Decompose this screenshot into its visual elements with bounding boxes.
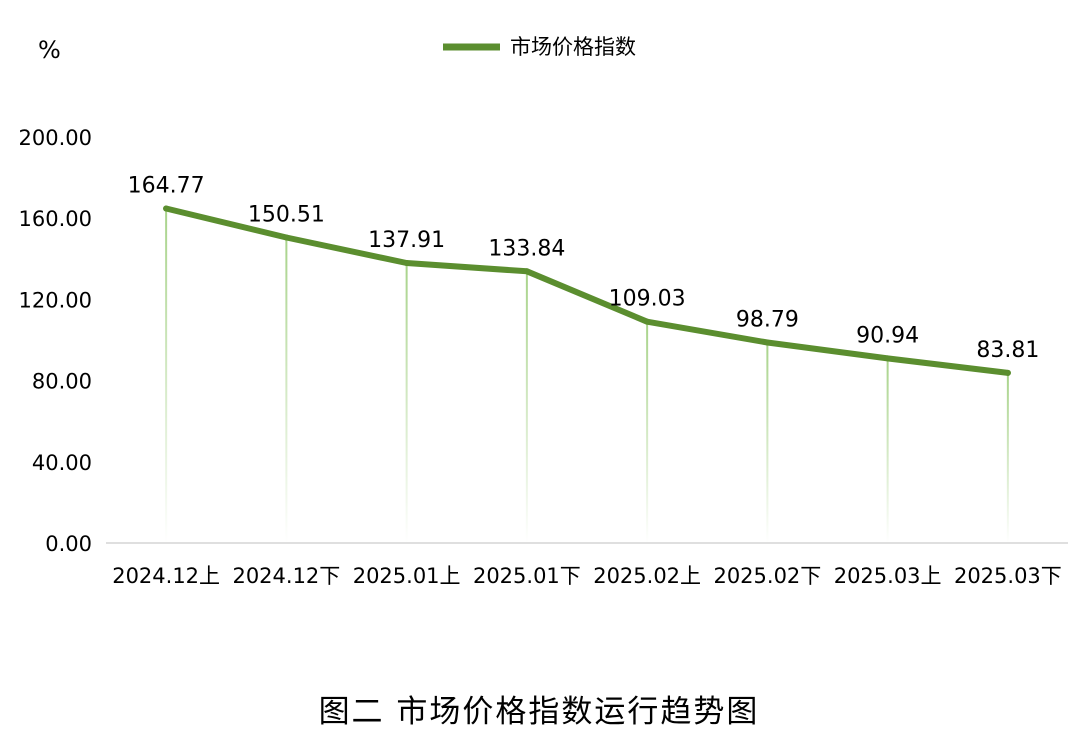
y-axis-ticks: 0.00 40.00 80.00 120.00 160.00 200.00 [19, 126, 92, 556]
drop-line [766, 342, 769, 543]
drop-line [165, 208, 168, 543]
data-point [283, 234, 290, 241]
line-chart: % 市场价格指数 0.00 40.00 80.00 120.00 160.00 200.0… [19, 35, 1068, 588]
data-point [403, 260, 410, 267]
data-point [644, 318, 651, 325]
data-label: 109.03 [609, 287, 686, 312]
data-label: 83.81 [976, 338, 1039, 363]
x-axis-ticks: 2024.12上 2024.12下 2025.01上 2025.01下 2025.02上… [112, 564, 1062, 588]
x-tick-label: 2025.01上 [353, 564, 461, 588]
data-point [1004, 369, 1011, 376]
data-point [523, 268, 530, 275]
x-tick-label: 2024.12下 [232, 564, 340, 588]
x-tick-label: 2024.12上 [112, 564, 220, 588]
y-tick-label: 120.00 [19, 288, 92, 312]
series-line-market-price-index [163, 205, 1011, 376]
x-tick-label: 2025.02上 [593, 564, 701, 588]
figure-caption: 图二 市场价格指数运行趋势图 [318, 694, 760, 730]
drop-line [405, 263, 408, 543]
data-point [764, 339, 771, 346]
y-tick-label: 200.00 [19, 126, 92, 150]
drop-line [886, 358, 889, 543]
data-label: 150.51 [248, 202, 325, 227]
y-tick-label: 160.00 [19, 207, 92, 231]
x-tick-label: 2025.01下 [473, 564, 581, 588]
drop-line [525, 271, 528, 543]
drop-line [285, 237, 288, 543]
y-tick-label: 40.00 [32, 451, 92, 475]
drop-line [646, 321, 649, 543]
drop-lines [165, 208, 1009, 543]
x-tick-label: 2025.03下 [954, 564, 1062, 588]
data-point [163, 205, 170, 212]
x-tick-label: 2025.02下 [713, 564, 821, 588]
legend-label: 市场价格指数 [510, 35, 636, 59]
data-label: 133.84 [488, 236, 565, 261]
data-label: 90.94 [856, 323, 919, 348]
data-labels: 164.77 150.51 137.91 133.84 109.03 98.79 90.94… [128, 174, 1039, 376]
legend: 市场价格指数 [443, 35, 636, 59]
data-label: 164.77 [128, 174, 205, 199]
drop-line [1006, 372, 1009, 543]
data-point [884, 355, 891, 362]
y-tick-label: 80.00 [32, 370, 92, 394]
y-tick-label: 0.00 [45, 532, 92, 556]
x-tick-label: 2025.03上 [834, 564, 942, 588]
y-axis-unit: % [38, 36, 61, 64]
data-label: 137.91 [368, 228, 445, 253]
data-label: 98.79 [736, 307, 799, 332]
